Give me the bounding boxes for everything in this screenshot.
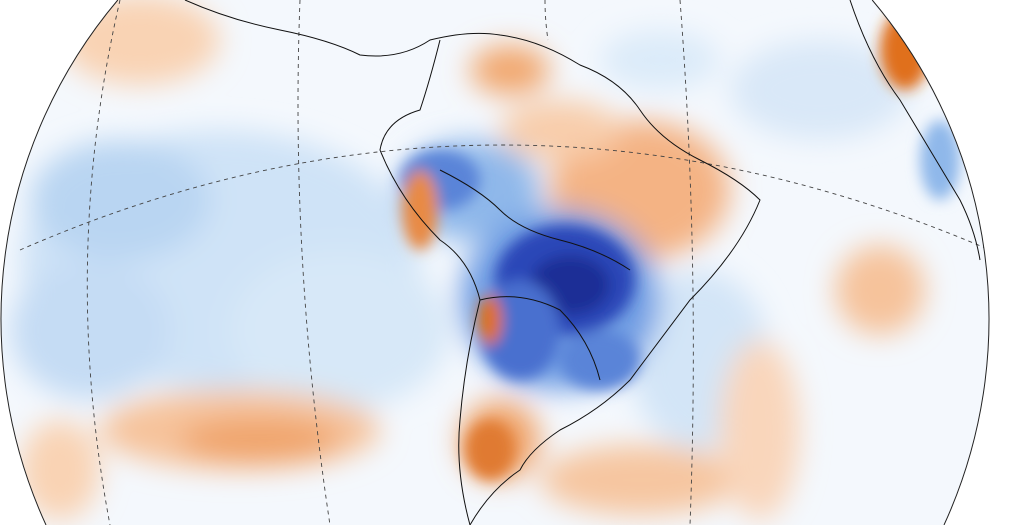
coastline — [184, 0, 981, 525]
globe-outline — [0, 0, 990, 525]
graticule — [19, 0, 990, 525]
